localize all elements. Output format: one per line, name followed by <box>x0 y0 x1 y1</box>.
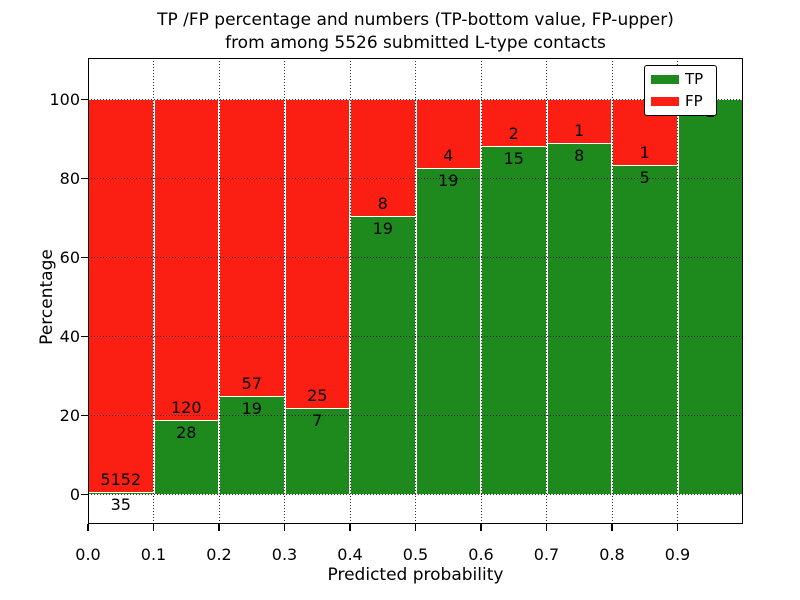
gridline-x-0.2 <box>218 58 220 524</box>
x-tick-label-0.5: 0.5 <box>402 545 429 564</box>
x-tick-label-0.3: 0.3 <box>271 545 298 564</box>
bar-count-label-tp-0.4-0.5: 19 <box>372 219 393 239</box>
x-tick-label-0.0: 0.0 <box>75 545 101 564</box>
bar-count-label-tp-0.3-0.4: 7 <box>312 410 323 430</box>
chart-title-line1: TP /FP percentage and numbers (TP-bottom… <box>157 10 674 30</box>
bar-segment-fp-0.3-0.4 <box>285 99 349 408</box>
y-tick-label-20: 20 <box>59 405 80 425</box>
x-tick-0.1 <box>152 524 155 531</box>
y-tick-label-80: 80 <box>59 168 80 188</box>
y-tick-60 <box>81 256 88 259</box>
bar-count-label-tp-0.7-0.8: 8 <box>574 146 585 166</box>
bar-segment-tp-0.2-0.3 <box>220 395 284 495</box>
x-tick-0.9 <box>676 524 679 531</box>
bar-segment-fp-0.7-0.8 <box>547 99 611 144</box>
x-tick-0.3 <box>283 524 286 531</box>
bar-segment-fp-0.1-0.2 <box>154 99 218 420</box>
y-tick-40 <box>81 335 88 338</box>
bar-count-label-tp-0.0-0.1: 35 <box>110 494 131 514</box>
x-tick-0.0 <box>87 524 89 531</box>
bar-segment-tp-0.7-0.8 <box>547 143 611 495</box>
chart-title-line2: from among 5526 submitted L-type contact… <box>225 33 606 53</box>
bar-count-label-tp-0.1-0.2: 28 <box>176 422 197 442</box>
bar-segment-fp-0.0-0.1 <box>89 99 153 492</box>
bar-segment-fp-0.6-0.7 <box>482 99 546 146</box>
x-tick-label-0.7: 0.7 <box>533 545 560 564</box>
bar-count-label-fp-0.1-0.2: 120 <box>170 397 202 417</box>
x-tick-0.4 <box>349 524 351 531</box>
bar-segment-tp-0.0-0.1 <box>89 491 153 495</box>
bar-segment-fp-0.2-0.3 <box>220 99 284 396</box>
legend-item-fp: FP <box>651 93 710 110</box>
gridline-x-0.9 <box>677 58 678 524</box>
bar-segment-fp-0.5-0.6 <box>416 99 480 169</box>
gridline-x-0.3 <box>284 58 285 524</box>
y-tick-100 <box>81 98 88 101</box>
x-tick-0.5 <box>414 524 417 531</box>
bar-count-label-tp-0.8-0.9: 5 <box>639 168 650 188</box>
y-tick-label-100: 100 <box>49 89 80 109</box>
legend-label-tp: TP <box>685 70 704 88</box>
y-tick-80 <box>81 177 88 180</box>
legend-item-tp: TP <box>651 71 710 88</box>
legend-label-fp: FP <box>685 92 703 110</box>
x-tick-label-0.9: 0.9 <box>664 545 691 564</box>
bar-segment-tp-0.6-0.7 <box>482 145 546 495</box>
y-tick-label-40: 40 <box>59 326 80 346</box>
x-tick-0.2 <box>218 524 220 531</box>
x-tick-label-0.8: 0.8 <box>599 545 625 564</box>
bar-segment-tp-0.4-0.5 <box>351 216 415 495</box>
bar-segment-tp-0.3-0.4 <box>285 407 349 495</box>
y-tick-label-0: 0 <box>69 484 80 504</box>
legend-swatch-tp-icon <box>651 75 679 84</box>
legend-box: TP FP <box>644 65 717 116</box>
bar-count-label-fp-0.4-0.5: 8 <box>377 194 388 214</box>
x-tick-label-0.6: 0.6 <box>468 545 494 564</box>
bar-count-label-fp-0.7-0.8: 1 <box>574 121 585 141</box>
bar-segment-tp-0.5-0.6 <box>416 168 480 495</box>
x-tick-label-0.2: 0.2 <box>206 545 232 564</box>
gridline-x-0.8 <box>611 58 613 524</box>
y-tick-label-60: 60 <box>59 247 80 267</box>
x-tick-label-0.1: 0.1 <box>140 545 167 564</box>
bar-count-label-fp-0.8-0.9: 1 <box>639 143 650 163</box>
bar-count-label-fp-0.5-0.6: 4 <box>443 146 454 166</box>
x-tick-0.7 <box>545 524 548 531</box>
bar-count-label-tp-0.6-0.7: 15 <box>503 148 524 168</box>
gridline-x-0.6 <box>480 58 482 524</box>
gridline-x-0.5 <box>415 58 416 524</box>
bar-count-label-tp-0.2-0.3: 19 <box>241 398 262 418</box>
y-tick-0 <box>81 493 88 496</box>
bar-segment-tp-0.9-1.0 <box>678 99 742 495</box>
x-tick-label-0.4: 0.4 <box>337 545 363 564</box>
gridline-x-0.7 <box>546 58 547 524</box>
bar-segment-tp-0.1-0.2 <box>154 419 218 495</box>
y-tick-20 <box>81 414 88 417</box>
gridline-x-0.1 <box>153 58 154 524</box>
chart-title: TP /FP percentage and numbers (TP-bottom… <box>88 9 743 55</box>
bar-count-label-fp-0.6-0.7: 2 <box>508 123 519 143</box>
bar-count-label-tp-0.5-0.6: 19 <box>438 171 459 191</box>
bar-count-label-fp-0.2-0.3: 57 <box>241 373 262 393</box>
bar-count-label-fp-0.3-0.4: 25 <box>307 385 328 405</box>
legend-swatch-fp-icon <box>651 97 679 106</box>
bar-segment-tp-0.8-0.9 <box>613 165 677 495</box>
bar-segment-fp-0.4-0.5 <box>351 99 415 217</box>
x-tick-0.6 <box>480 524 482 531</box>
x-axis-label: Predicted probability <box>327 565 504 585</box>
gridline-x-0.4 <box>349 58 351 524</box>
x-tick-0.8 <box>611 524 613 531</box>
bar-count-label-fp-0.0-0.1: 5152 <box>100 469 142 489</box>
